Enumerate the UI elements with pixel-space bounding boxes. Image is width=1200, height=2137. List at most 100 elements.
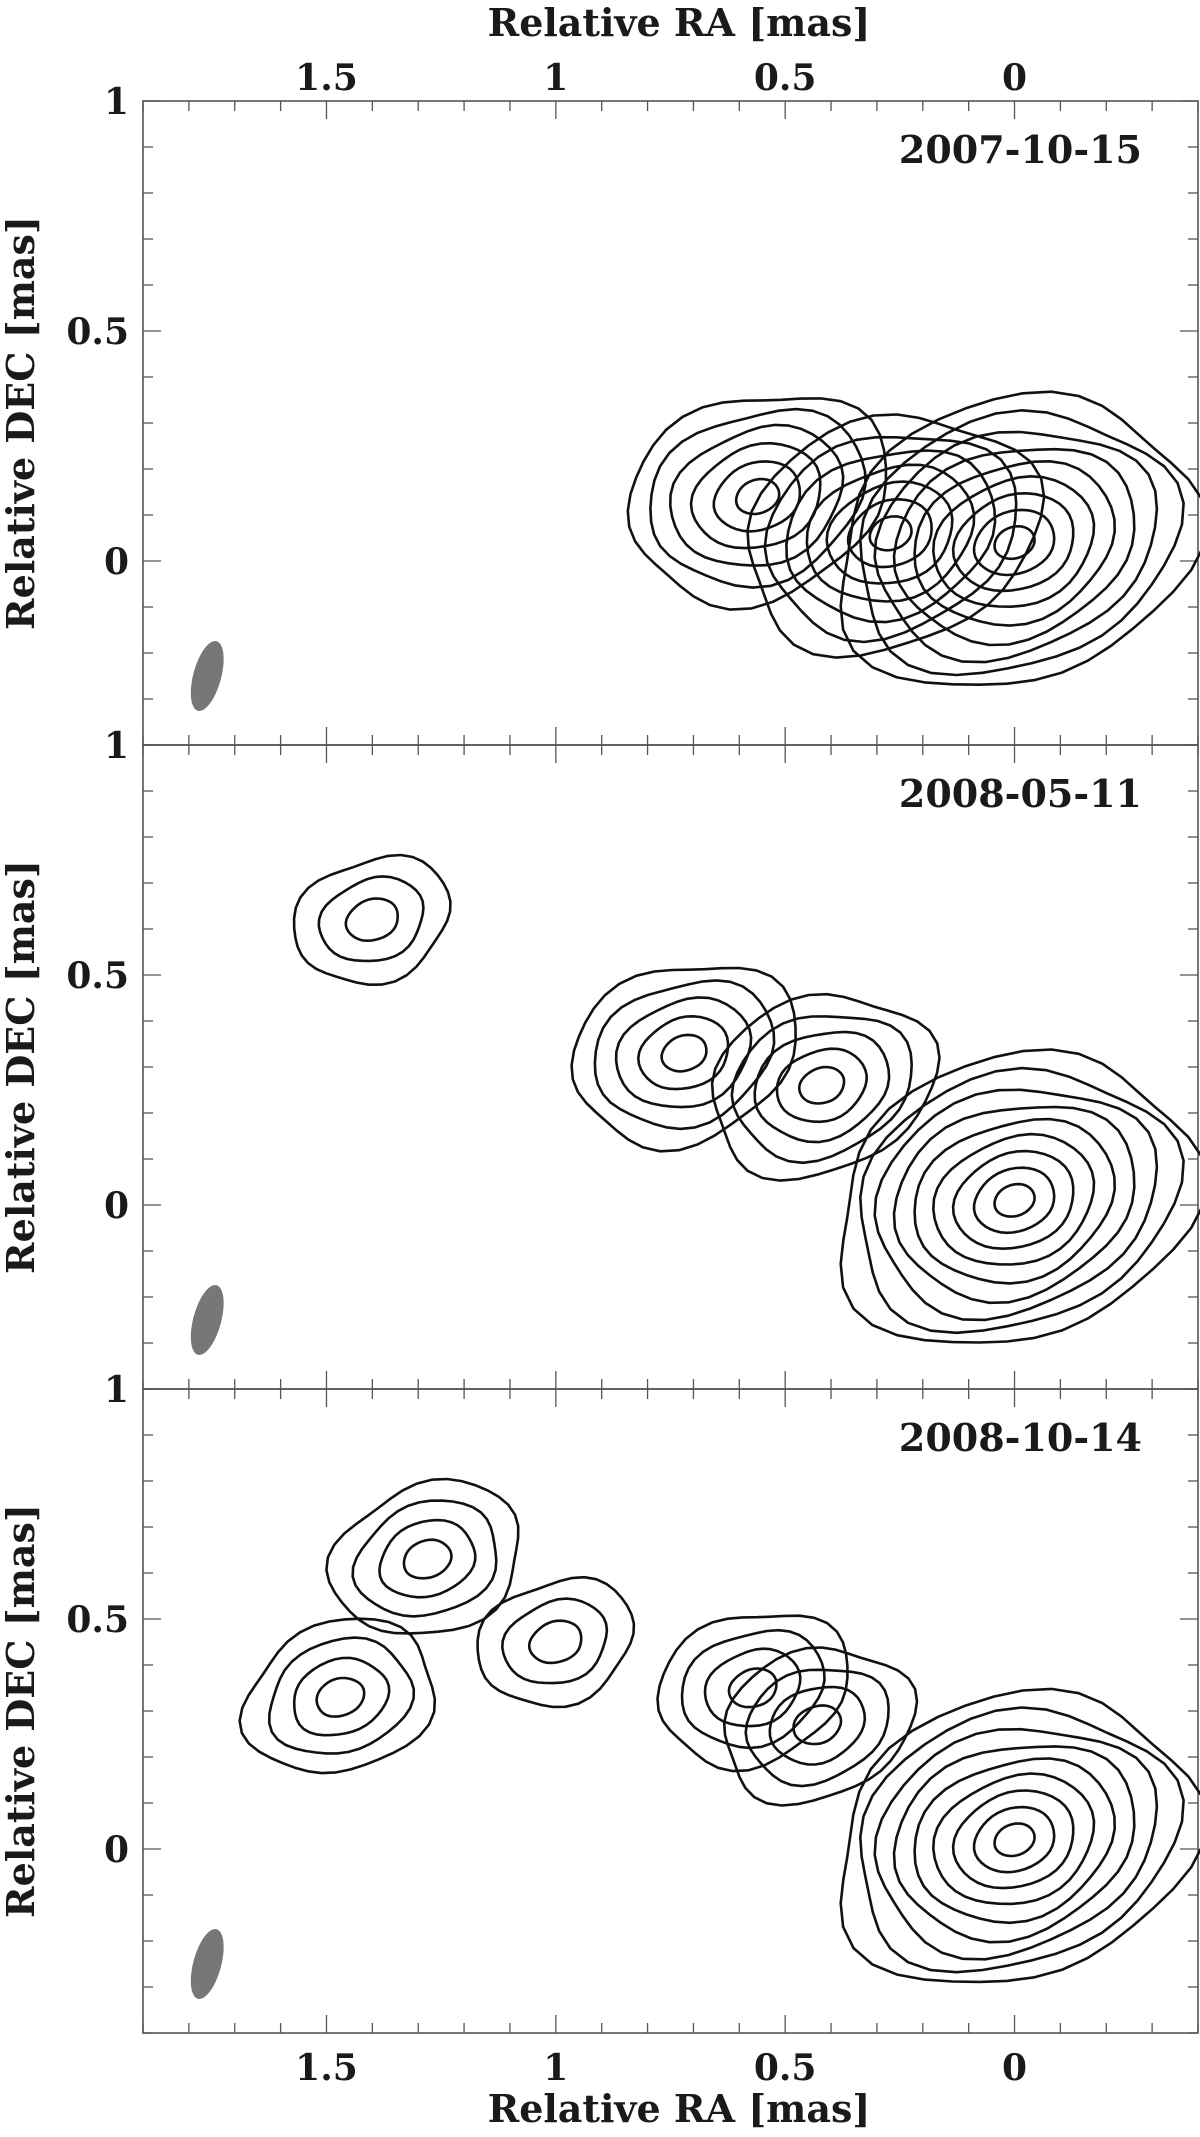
- x-tick-label-top: 0: [1002, 57, 1027, 99]
- contour-level: [913, 460, 1116, 627]
- contour-level: [712, 460, 802, 533]
- contour-level: [649, 407, 867, 589]
- contour-level: [626, 397, 888, 611]
- panel-1: 1 0.5 0 Relative DEC [mas] 2007-10-15: [0, 81, 1200, 746]
- contour-level: [951, 1149, 1075, 1250]
- contour-level: [839, 1048, 1200, 1344]
- contour-level: [292, 1656, 391, 1737]
- epoch-label: 2007-10-15: [899, 127, 1142, 172]
- contour-level: [344, 897, 399, 942]
- contour-level: [402, 1538, 453, 1580]
- contour-level: [727, 1667, 778, 1709]
- y-tick-label: 0.5: [66, 1599, 129, 1641]
- contour-level: [932, 475, 1096, 608]
- contour-level: [913, 1117, 1116, 1285]
- contour-level: [932, 1772, 1096, 1906]
- bottom-xlabel: Relative RA [mas]: [488, 2086, 871, 2131]
- y-tick-label: 1: [104, 725, 129, 767]
- contour-level: [669, 423, 845, 567]
- panel-2: 1 0.5 0 Relative DEC [mas] 2008-05-11: [0, 725, 1200, 1390]
- y-axis-label: Relative DEC [mas]: [0, 860, 43, 1274]
- contour-level: [839, 390, 1200, 686]
- y-tick-label: 1: [104, 81, 129, 123]
- contour-level: [315, 1676, 366, 1718]
- beam-ellipse: [190, 1285, 224, 1355]
- contour-level: [972, 508, 1056, 577]
- contour-level: [268, 1636, 416, 1755]
- contour-level: [972, 1805, 1056, 1874]
- y-axis-label: Relative DEC [mas]: [0, 1504, 43, 1918]
- contour-level: [805, 463, 976, 603]
- contour-level: [993, 1182, 1036, 1218]
- panel-frame: [142, 1388, 1199, 2034]
- contour-level: [378, 1518, 477, 1599]
- contour-level: [951, 1789, 1075, 1890]
- y-tick-label: 0.5: [66, 311, 129, 353]
- x-tick-label-top: 1: [543, 57, 568, 99]
- contour-level: [527, 1619, 583, 1665]
- contour-level: [768, 1685, 867, 1766]
- panel-3: 1 0.5 0 Relative DEC [mas] 2008-10-14: [0, 1369, 1200, 2034]
- contour-level: [859, 1066, 1185, 1335]
- contour-level: [932, 1132, 1096, 1266]
- y-tick-label: 0: [104, 541, 129, 583]
- contour-level: [859, 409, 1185, 677]
- contour-level: [238, 1617, 437, 1775]
- contour-level: [746, 413, 1046, 659]
- contour-level: [325, 1477, 520, 1635]
- x-tick-label-bottom: 0.5: [754, 2047, 817, 2089]
- contour-level: [873, 430, 1159, 664]
- contour-level: [839, 1687, 1200, 1984]
- contour-level: [993, 1822, 1036, 1858]
- x-tick-label-bottom: 1.5: [295, 2047, 358, 2089]
- contour-level: [317, 875, 425, 963]
- x-tick-label-top: 1.5: [295, 57, 358, 99]
- contour-level: [753, 1030, 891, 1144]
- contour-level: [763, 435, 1018, 644]
- y-tick-label: 0: [104, 1185, 129, 1227]
- contour-level: [656, 1614, 849, 1773]
- panel-frame: [142, 100, 1199, 746]
- y-tick-label: 0.5: [66, 955, 129, 997]
- panels-group: 1 0.5 0 Relative DEC [mas] 2007-10-15 1 0.5 0 Re…: [0, 57, 1200, 2089]
- contour-level: [637, 1015, 730, 1091]
- contour-level: [593, 979, 776, 1131]
- contour-level: [680, 1628, 826, 1750]
- contour-level: [570, 966, 797, 1153]
- contour-level: [868, 515, 913, 552]
- contour-level: [797, 1065, 846, 1105]
- contour-level: [722, 1646, 919, 1807]
- contour-level: [859, 1706, 1185, 1974]
- contour-level: [993, 525, 1036, 561]
- y-tick-label: 1: [104, 1369, 129, 1411]
- y-tick-label: 0: [104, 1829, 129, 1871]
- x-tick-label-bottom: 1: [543, 2047, 568, 2089]
- contour-level: [972, 1166, 1056, 1235]
- contour-level: [892, 1105, 1136, 1305]
- contour-level: [892, 447, 1136, 647]
- contour-level: [873, 1088, 1159, 1322]
- contour-level: [614, 996, 753, 1109]
- contour-level: [734, 477, 781, 516]
- contour-level: [892, 1745, 1136, 1944]
- contour-level: [785, 449, 997, 624]
- contour-level: [476, 1575, 636, 1709]
- contour-level: [792, 1704, 843, 1746]
- x-tick-label-bottom: 0: [1002, 2047, 1027, 2089]
- epoch-label: 2008-05-11: [899, 771, 1142, 816]
- contour-level: [825, 480, 954, 585]
- x-tick-label-top: 0.5: [754, 57, 817, 99]
- contour-level: [775, 1047, 868, 1124]
- contour-level: [730, 1015, 913, 1165]
- contour-level: [873, 1727, 1159, 1961]
- beam-ellipse: [190, 641, 224, 711]
- contour-level: [689, 441, 822, 550]
- contour-level: [710, 992, 941, 1182]
- contour-level: [292, 853, 452, 986]
- contour-level: [703, 1647, 802, 1728]
- contour-level: [913, 1757, 1116, 1925]
- contour-level: [351, 1499, 498, 1618]
- contour-level: [501, 1597, 609, 1685]
- top-xlabel: Relative RA [mas]: [488, 0, 871, 45]
